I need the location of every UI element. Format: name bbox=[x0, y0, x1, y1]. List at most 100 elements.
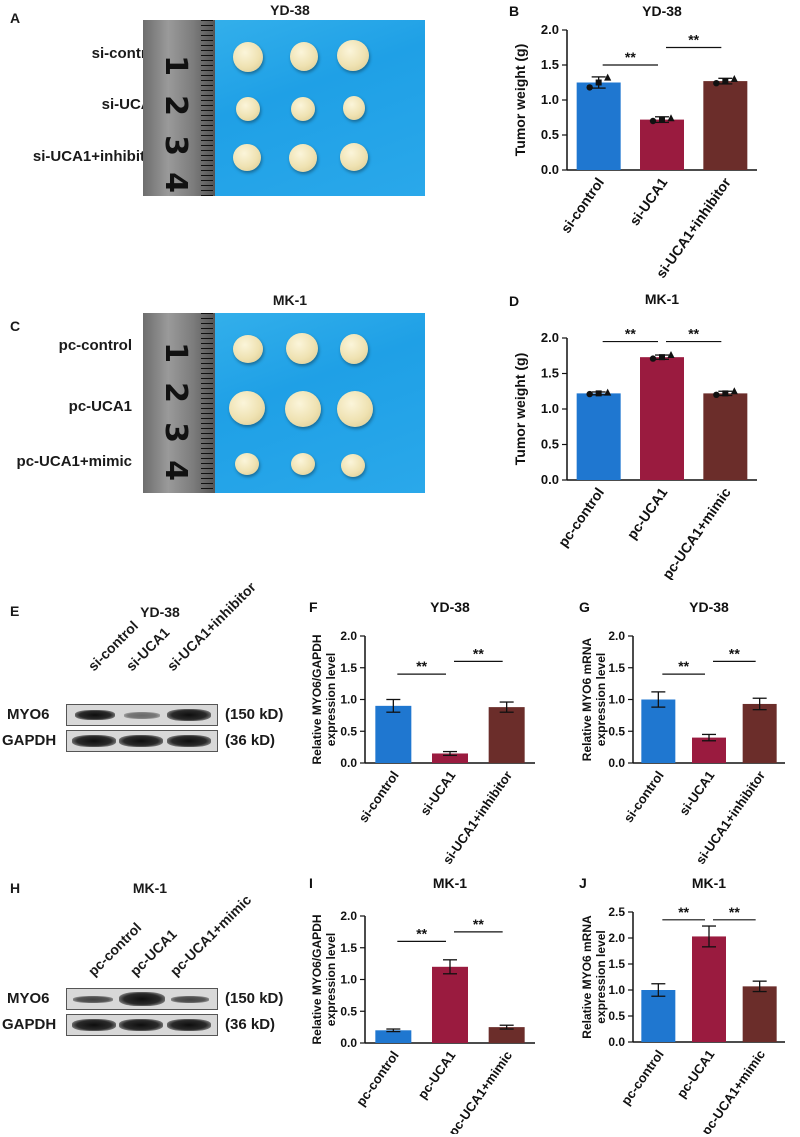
ruler-digit: 4 bbox=[157, 172, 193, 193]
x-tick-label: si-control bbox=[557, 175, 607, 236]
y-axis-label: Relative MYO6/GAPDH expression level bbox=[310, 634, 338, 764]
x-tick-label-text: si-control bbox=[621, 768, 667, 825]
wb-row-label: GAPDH bbox=[2, 1016, 57, 1033]
panel-c-row-label: pc-control bbox=[58, 337, 132, 354]
x-tick-label-text: pc-control bbox=[353, 1048, 402, 1109]
tumor bbox=[235, 453, 259, 475]
band bbox=[75, 710, 115, 720]
ruler-digit: 1 bbox=[157, 55, 193, 76]
lane-label: pc-UCA1+mimic bbox=[166, 891, 255, 979]
y-tick-label: 2.0 bbox=[340, 629, 357, 643]
x-tick-label-text: si-control bbox=[557, 175, 607, 236]
significance-label: ** bbox=[473, 645, 484, 661]
x-tick-label: si-UCA1 bbox=[626, 174, 670, 228]
tumor bbox=[290, 42, 318, 71]
y-axis-label: Relative MYO6 mRNA expression level bbox=[580, 915, 608, 1039]
wb-row-label: GAPDH bbox=[2, 732, 57, 749]
tumor bbox=[236, 97, 260, 121]
y-axis-label-line: Relative MYO6/GAPDH bbox=[310, 914, 324, 1044]
ruler: 1 2 3 4 bbox=[143, 313, 215, 493]
blot-myo6-mk1 bbox=[66, 988, 218, 1010]
tumor bbox=[289, 144, 317, 172]
panel-c-letter: C bbox=[10, 318, 21, 334]
x-tick-label-text: pc-UCA1+mimic bbox=[659, 484, 734, 580]
kd-label: (36 kD) bbox=[225, 1016, 276, 1033]
tumor bbox=[343, 96, 365, 120]
significance-label: ** bbox=[416, 658, 427, 674]
lane-label: si-UCA1+inhibitor bbox=[163, 578, 259, 674]
wb-row-label: MYO6 bbox=[7, 706, 50, 723]
significance-label: ** bbox=[625, 49, 636, 65]
bar bbox=[742, 986, 777, 1042]
y-axis-label: Relative MYO6 mRNA expression level bbox=[580, 637, 608, 761]
kd-label: (150 kD) bbox=[225, 706, 284, 723]
x-tick-label: si-control bbox=[356, 768, 402, 825]
y-tick-label: 0.5 bbox=[608, 1009, 625, 1023]
y-axis-label-line: expression level bbox=[594, 930, 608, 1023]
panel-letter: F bbox=[309, 599, 318, 615]
tumor-photo-mk1: 1 2 3 4 bbox=[143, 313, 425, 493]
panel-letter: D bbox=[509, 293, 519, 309]
x-tick-label: pc-control bbox=[555, 485, 607, 550]
chart-title: YD-38 bbox=[430, 599, 470, 615]
chart-title: MK-1 bbox=[692, 875, 726, 891]
band bbox=[72, 1019, 116, 1031]
x-tick-label-text: si-UCA1 bbox=[626, 174, 670, 228]
kd-label: (150 kD) bbox=[225, 990, 284, 1007]
y-tick-label: 1.0 bbox=[541, 92, 559, 107]
significance-label: ** bbox=[625, 326, 636, 342]
data-point bbox=[730, 75, 738, 82]
bar bbox=[692, 936, 726, 1042]
bar bbox=[576, 82, 621, 170]
chart-title: YD-38 bbox=[642, 3, 682, 19]
panel-c-row-label: pc-UCA1+mimic bbox=[16, 453, 132, 470]
band bbox=[119, 735, 163, 747]
x-tick-label-text: si-UCA1 bbox=[417, 768, 458, 818]
y-tick-label: 1.5 bbox=[340, 661, 357, 675]
bar bbox=[576, 393, 621, 480]
significance-label: ** bbox=[416, 925, 427, 941]
panel-c-title: MK-1 bbox=[272, 292, 308, 308]
x-tick-label: si-control bbox=[621, 768, 667, 825]
x-tick-label-text: pc-UCA1 bbox=[674, 1047, 718, 1101]
significance-label: ** bbox=[473, 916, 484, 932]
x-tick-label: pc-UCA1 bbox=[415, 1048, 459, 1102]
chart-title: MK-1 bbox=[645, 291, 679, 307]
y-axis-label-line: Relative MYO6 mRNA bbox=[580, 915, 594, 1039]
bar bbox=[488, 1027, 525, 1043]
y-axis-label-line: Relative MYO6 mRNA bbox=[580, 637, 594, 761]
tumor bbox=[233, 335, 263, 363]
y-axis-label-text: Tumor weight (g) bbox=[512, 353, 528, 466]
y-axis-label-line: expression level bbox=[594, 653, 608, 746]
panel-letter: I bbox=[309, 875, 313, 891]
y-tick-label: 0.5 bbox=[608, 724, 625, 738]
x-tick-label-text: pc-UCA1+mimic bbox=[445, 1048, 515, 1134]
bar bbox=[703, 81, 748, 170]
x-tick-label: si-UCA1 bbox=[676, 768, 717, 818]
y-axis-label-line: expression level bbox=[324, 653, 338, 746]
y-tick-label: 0.5 bbox=[541, 127, 559, 142]
data-point bbox=[713, 391, 720, 398]
y-tick-label: 0.0 bbox=[608, 756, 625, 770]
tumor bbox=[341, 454, 365, 477]
bar bbox=[641, 699, 676, 763]
panel-e-letter: E bbox=[10, 603, 20, 619]
bar bbox=[375, 1030, 412, 1043]
y-tick-label: 0.5 bbox=[541, 437, 559, 452]
data-point bbox=[659, 354, 665, 361]
panel-e-title: YD-38 bbox=[140, 604, 180, 620]
x-tick-label-text: pc-control bbox=[555, 485, 607, 550]
data-point bbox=[722, 78, 729, 85]
data-point bbox=[604, 388, 612, 396]
tumor bbox=[286, 333, 318, 364]
ruler-digit: 2 bbox=[157, 382, 193, 403]
y-tick-label: 2.5 bbox=[608, 905, 625, 919]
ruler-digit: 3 bbox=[157, 135, 193, 156]
x-tick-label-text: si-UCA1 bbox=[676, 768, 717, 818]
ruler-ticks bbox=[201, 313, 213, 493]
band bbox=[171, 996, 209, 1003]
significance-label: ** bbox=[688, 32, 699, 48]
y-axis-label: Tumor weight (g) bbox=[512, 44, 528, 157]
